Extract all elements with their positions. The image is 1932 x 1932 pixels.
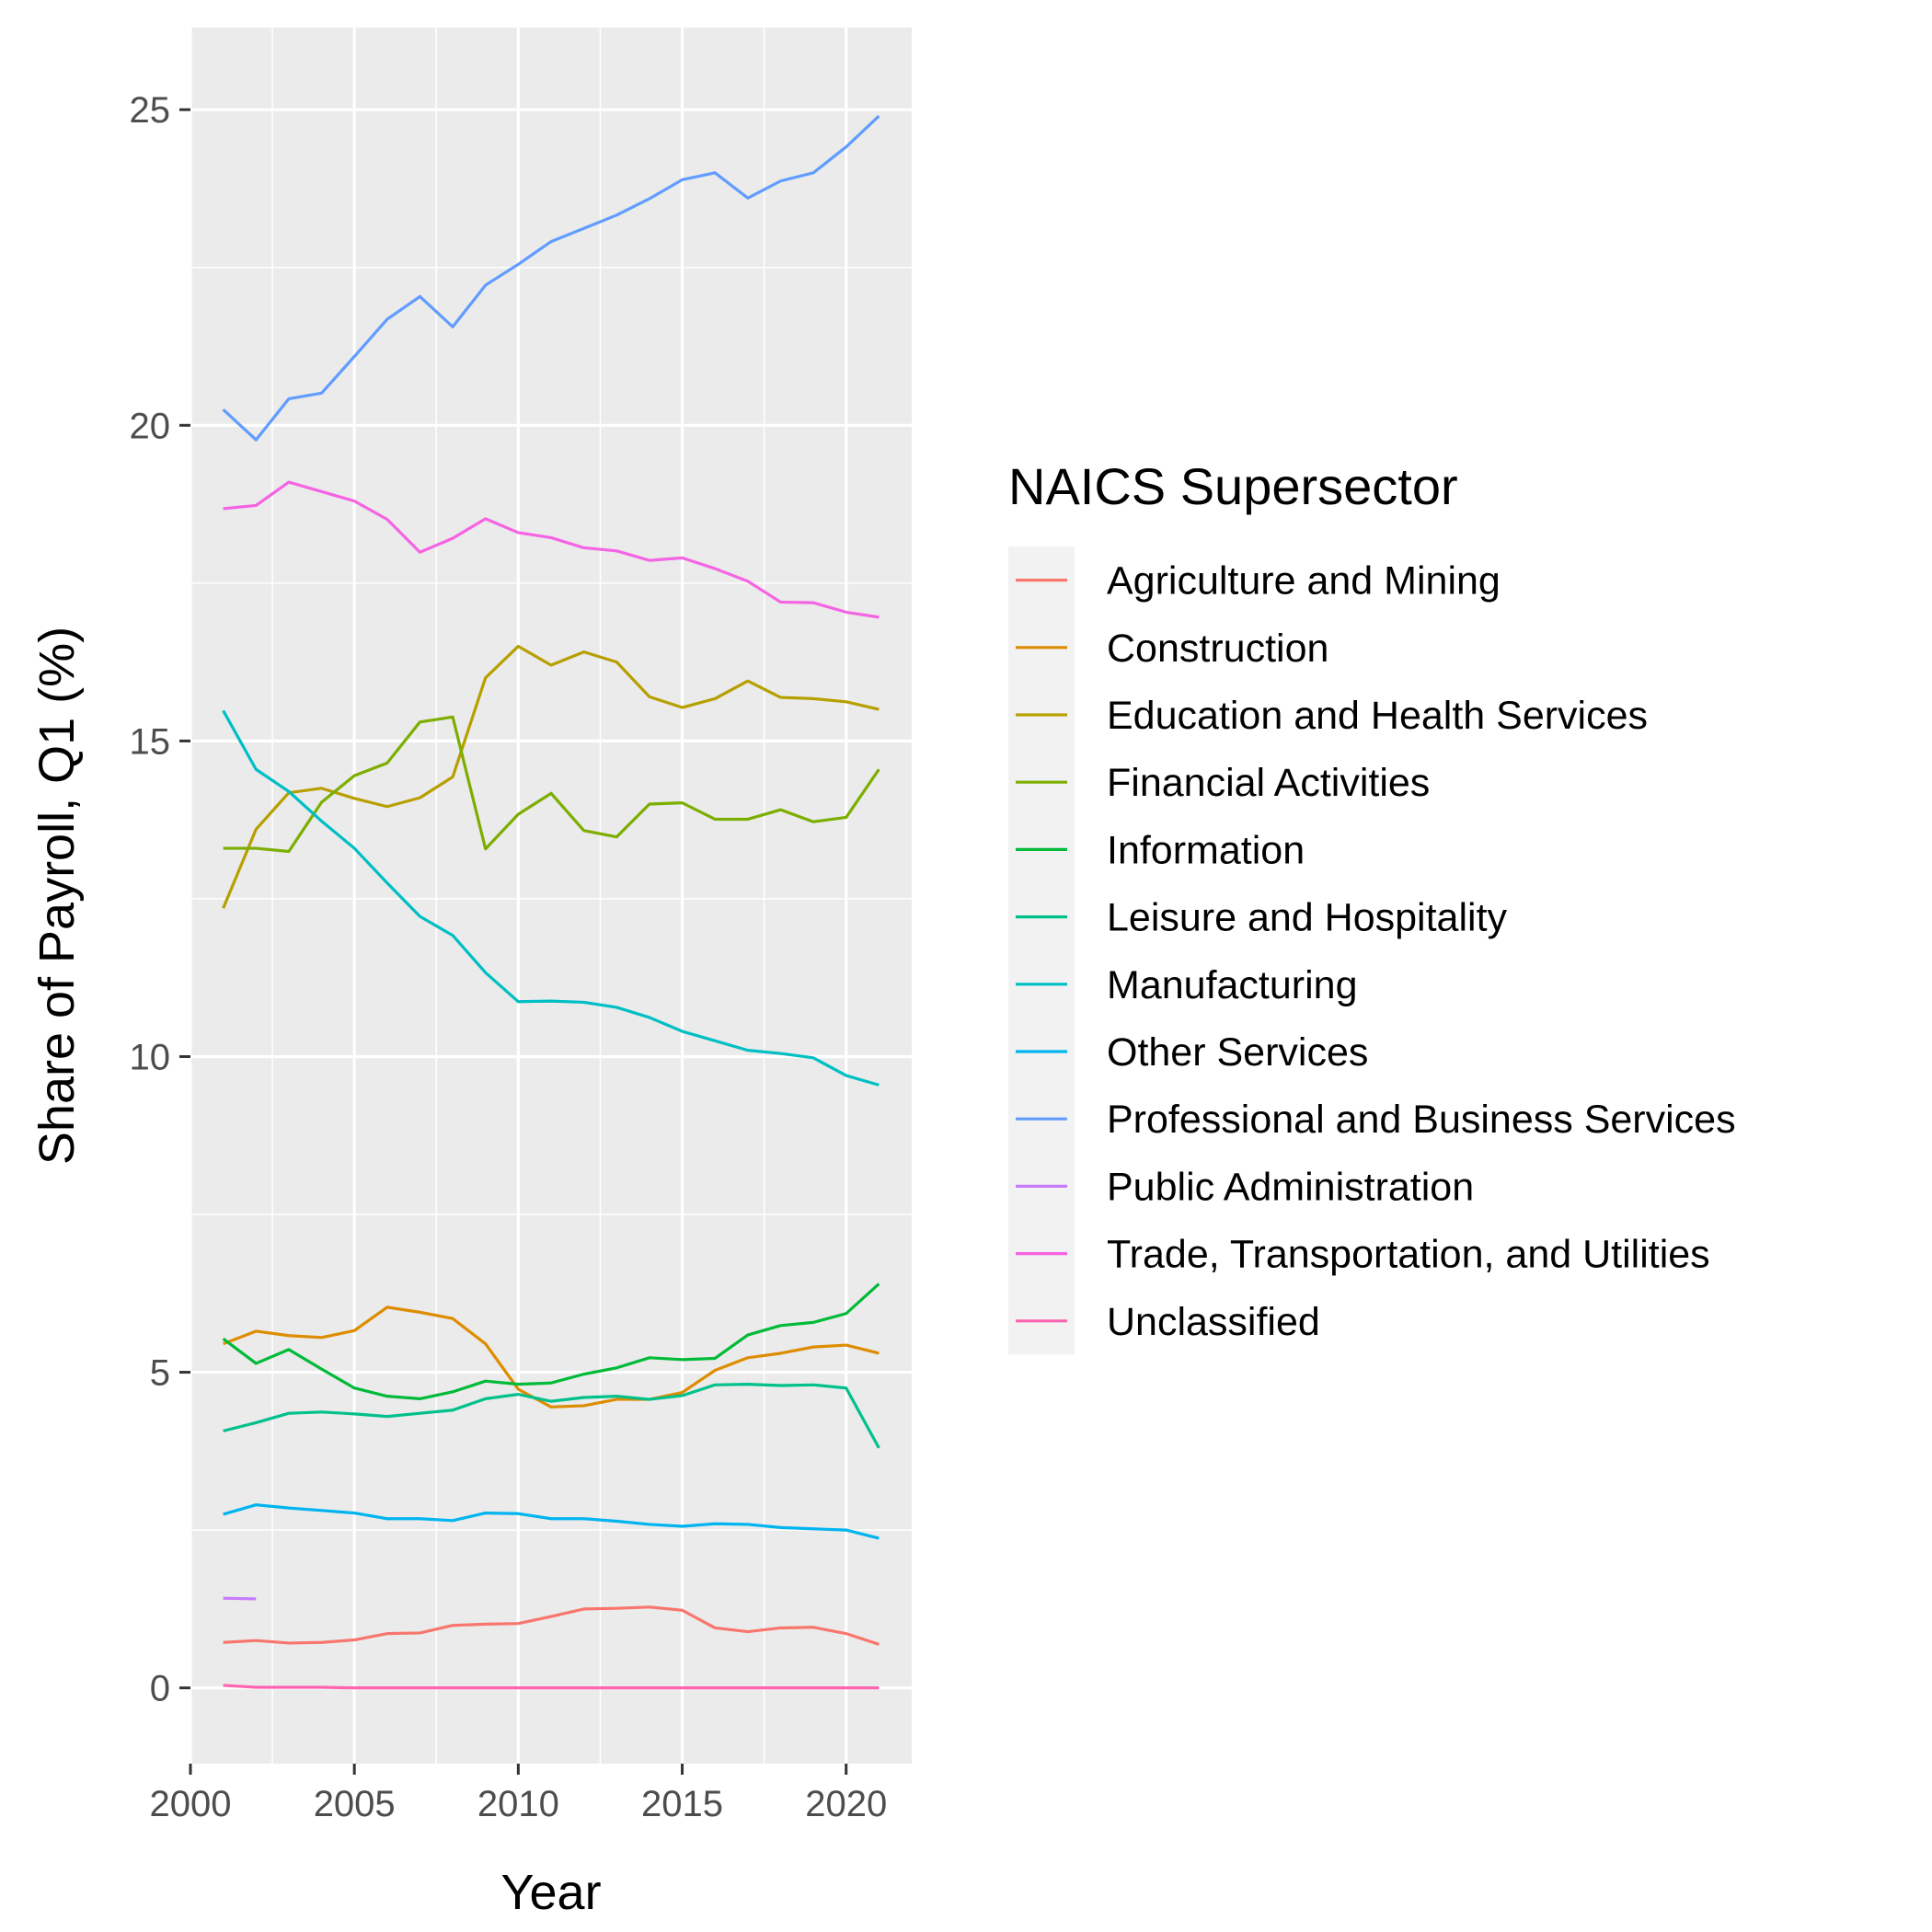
- series-line: [222, 1282, 880, 1400]
- x-tick-label: 2005: [314, 1784, 396, 1824]
- legend-label: Professional and Business Services: [1107, 1098, 1736, 1142]
- y-tick-label: 15: [130, 721, 171, 762]
- y-tick-label: 25: [130, 90, 171, 131]
- legend-item: Financial Activities: [1016, 761, 1430, 805]
- series-line: [223, 1383, 880, 1449]
- legend-label: Public Administration: [1107, 1165, 1474, 1209]
- series-line: [222, 114, 880, 442]
- legend-key-background: [1008, 546, 1075, 1355]
- y-tick-label: 5: [150, 1353, 170, 1394]
- legend-item: Public Administration: [1016, 1165, 1474, 1209]
- series-line: [223, 1596, 257, 1601]
- legend-label: Agriculture and Mining: [1107, 559, 1501, 604]
- x-axis-title: Year: [500, 1865, 601, 1920]
- legend-item: Construction: [1016, 627, 1328, 671]
- x-axis: 2000 2005 2010 2015 2020: [150, 1764, 887, 1824]
- series-line: [222, 709, 880, 1087]
- legend-label: Other Services: [1107, 1030, 1368, 1075]
- legend-item: Information: [1016, 828, 1305, 872]
- legend-item: Education and Health Services: [1016, 694, 1648, 738]
- legend: NAICS Supersector Agriculture and Mining…: [1008, 457, 1736, 1355]
- series-line: [223, 1605, 880, 1646]
- x-tick-label: 2010: [477, 1784, 559, 1824]
- legend-label: Trade, Transportation, and Utilities: [1107, 1233, 1710, 1277]
- legend-item: Manufacturing: [1016, 963, 1358, 1007]
- legend-label: Education and Health Services: [1107, 694, 1648, 738]
- series-line: [223, 1503, 880, 1540]
- legend-item: Professional and Business Services: [1016, 1098, 1736, 1142]
- x-tick-label: 2015: [641, 1784, 723, 1824]
- x-tick-label: 2020: [805, 1784, 887, 1824]
- y-tick-label: 0: [150, 1669, 170, 1709]
- legend-item: Other Services: [1016, 1030, 1368, 1075]
- legend-title: NAICS Supersector: [1008, 457, 1458, 515]
- x-tick-label: 2000: [150, 1784, 232, 1824]
- legend-item: Unclassified: [1016, 1300, 1320, 1344]
- y-axis: 0 5 10 15 20 25: [130, 90, 190, 1709]
- legend-label: Construction: [1107, 627, 1328, 671]
- y-axis-title: Share of Payroll, Q1 (%): [29, 627, 85, 1165]
- legend-label: Information: [1107, 828, 1305, 872]
- legend-item: Agriculture and Mining: [1016, 559, 1501, 604]
- legend-label: Financial Activities: [1107, 761, 1430, 805]
- legend-label: Manufacturing: [1107, 963, 1358, 1007]
- major-gridlines: [189, 28, 912, 1764]
- y-tick-label: 10: [130, 1037, 171, 1077]
- series-line: [223, 480, 880, 619]
- series-lines: [222, 114, 880, 1690]
- series-line: [223, 1305, 880, 1409]
- plot-panel: [190, 28, 912, 1764]
- legend-items: Agriculture and Mining Construction Educat…: [1016, 559, 1736, 1344]
- legend-label: Leisure and Hospitality: [1107, 896, 1508, 940]
- legend-item: Leisure and Hospitality: [1016, 896, 1508, 940]
- series-line: [223, 1684, 880, 1690]
- minor-gridlines: [190, 28, 912, 1764]
- series-line: [223, 715, 880, 854]
- legend-label: Unclassified: [1107, 1300, 1320, 1344]
- y-tick-label: 20: [130, 406, 171, 446]
- legend-item: Trade, Transportation, and Utilities: [1016, 1233, 1710, 1277]
